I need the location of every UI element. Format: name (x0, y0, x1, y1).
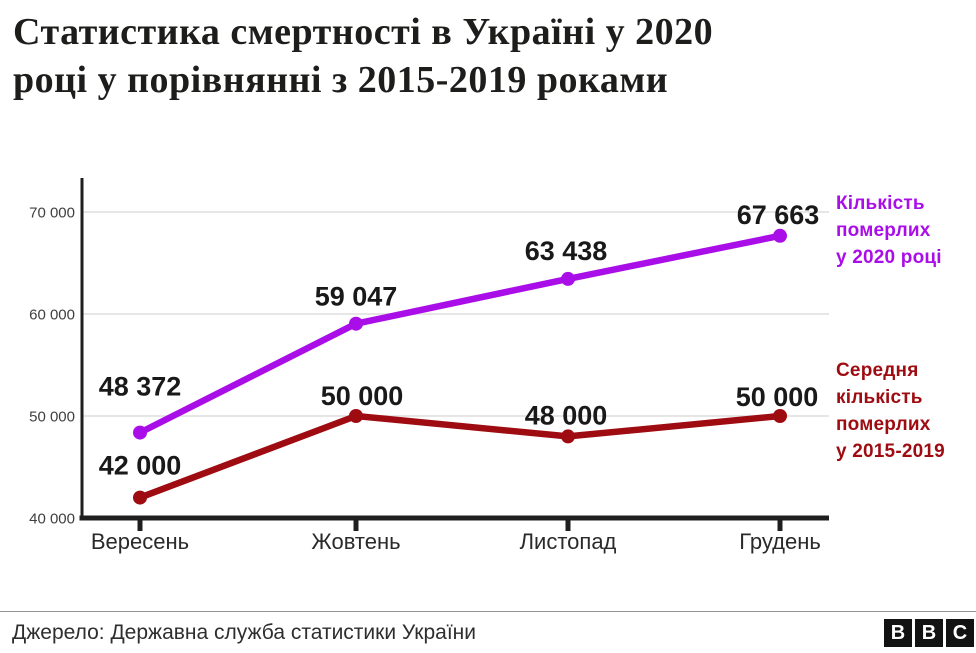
data-point-deaths-2020 (773, 228, 787, 243)
x-tick-label: Вересень (91, 529, 189, 554)
bbc-logo-letter: B (915, 619, 943, 647)
footer-divider (0, 611, 976, 612)
data-point-deaths-2020 (561, 271, 575, 286)
x-tick-label: Листопад (520, 529, 617, 554)
data-label-avg-2015-2019: 50 000 (321, 381, 404, 411)
y-tick-label: 70 000 (29, 205, 75, 222)
y-tick-label: 60 000 (29, 307, 75, 324)
chart-title-line2: році у порівнянні з 2015-2019 роками (13, 59, 669, 101)
data-label-deaths-2020: 48 372 (99, 372, 182, 402)
series-line-deaths-2020 (136, 232, 784, 436)
chart-title: Статистика смертності в Україні у 2020 р… (13, 8, 963, 104)
x-tick-label: Грудень (739, 529, 821, 554)
source-attribution: Джерело: Державна служба статистики Укра… (12, 621, 477, 644)
data-label-avg-2015-2019: 50 000 (736, 382, 819, 412)
data-point-avg-2015-2019 (133, 490, 147, 505)
data-point-avg-2015-2019 (561, 429, 575, 444)
series-line-avg-2015-2019 (136, 412, 784, 501)
bbc-logo: B B C (884, 619, 974, 647)
data-point-avg-2015-2019 (773, 409, 787, 423)
legend-line: Середня (836, 360, 919, 381)
bbc-logo-letter: B (884, 619, 912, 647)
x-tick-label: Жовтень (311, 529, 400, 554)
data-label-deaths-2020: 67 663 (737, 200, 820, 230)
data-label-avg-2015-2019: 42 000 (99, 451, 182, 481)
data-label-avg-2015-2019: 48 000 (525, 400, 608, 430)
legend-line: у 2015-2019 (836, 441, 945, 462)
legend-line: Кількість (836, 193, 925, 214)
data-label-deaths-2020: 63 438 (525, 236, 608, 266)
y-tick-label: 40 000 (29, 511, 75, 528)
legend-line: померлих (836, 414, 931, 435)
y-tick-label: 50 000 (29, 409, 75, 426)
data-point-deaths-2020 (133, 425, 147, 440)
bbc-logo-letter: C (946, 619, 974, 647)
chart-title-line1: Статистика смертності в Україні у 2020 (13, 11, 714, 53)
mortality-line-chart: 40 000 50 000 60 000 70 000 Вересень Жовтень Л… (29, 178, 829, 554)
legend-line: кількість (836, 387, 923, 408)
data-point-avg-2015-2019 (349, 409, 363, 423)
legend-line: померлих (836, 220, 931, 241)
legend-line: у 2020 році (836, 247, 942, 268)
legend-avg-2015-2019: Середня кількість померлих у 2015-2019 (836, 357, 976, 465)
data-point-deaths-2020 (349, 316, 363, 331)
legend-deaths-2020: Кількість померлих у 2020 році (836, 190, 976, 271)
data-label-deaths-2020: 59 047 (315, 282, 398, 312)
